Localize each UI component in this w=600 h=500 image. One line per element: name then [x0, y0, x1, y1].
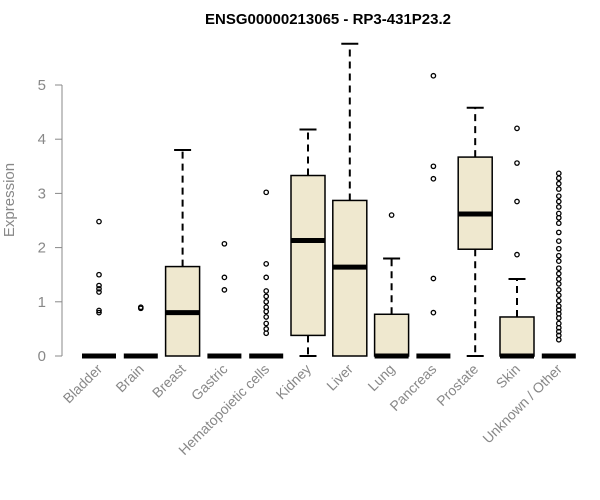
box-prostate: [457, 106, 493, 357]
outlier-point: [96, 285, 102, 292]
outlier-point: [555, 245, 562, 252]
y-axis-ticks: 0 1 2 3 4 5: [38, 77, 62, 365]
box-lung: [373, 212, 410, 359]
outlier-point: [263, 261, 270, 267]
outlier-point: [555, 276, 562, 282]
outlier-point: [555, 238, 562, 244]
outlier-point: [430, 163, 437, 170]
outlier-point: [430, 72, 437, 79]
x-tick-label: Unknown / Other: [479, 361, 565, 447]
outlier-point: [263, 308, 270, 315]
outlier-point: [221, 287, 228, 293]
x-tick-label: Lung: [364, 361, 397, 394]
outlier-point: [555, 315, 562, 321]
outlier-point: [555, 270, 562, 277]
outlier-point: [555, 265, 562, 272]
outlier-point: [555, 193, 562, 199]
outlier-point: [263, 189, 270, 196]
y-tick-label: 5: [38, 77, 46, 94]
outlier-point: [555, 258, 562, 264]
y-tick-label: 4: [38, 131, 46, 148]
box-iqr: [332, 199, 368, 357]
outlier-point: [555, 175, 562, 182]
outlier-point: [555, 220, 562, 227]
box-hematopoietic-cells: [249, 189, 284, 359]
outlier-point: [555, 292, 562, 299]
outlier-point: [555, 198, 562, 205]
x-tick-label: Prostate: [433, 361, 481, 409]
box-iqr: [290, 174, 326, 337]
outlier-point: [555, 297, 562, 304]
outlier-point: [430, 275, 437, 282]
box-pancreas: [416, 72, 451, 359]
x-tick-label: Bladder: [60, 361, 106, 407]
outlier-point: [263, 293, 270, 300]
outlier-point: [514, 125, 520, 132]
box-skin: [499, 125, 535, 359]
y-tick-label: 3: [38, 185, 46, 202]
box-iqr: [457, 156, 493, 250]
outlier-point: [263, 274, 270, 281]
y-tick-label: 0: [38, 348, 46, 365]
box-liver: [332, 42, 368, 357]
outlier-point: [555, 186, 562, 192]
box-kidney: [290, 128, 326, 357]
outlier-point: [388, 212, 395, 218]
outlier-point: [263, 288, 270, 294]
box-iqr: [499, 316, 535, 357]
outlier-point: [263, 298, 270, 305]
x-tick-label: Skin: [493, 361, 524, 392]
box-unknown-other: [541, 170, 576, 359]
x-tick-label: Kidney: [273, 361, 315, 403]
outlier-point: [96, 289, 102, 295]
outlier-point: [514, 160, 520, 166]
outlier-point: [96, 271, 102, 278]
outlier-point: [137, 305, 144, 312]
outlier-point: [555, 281, 562, 287]
box-breast: [164, 149, 201, 357]
box-iqr: [373, 313, 410, 357]
box-brain: [123, 304, 158, 359]
outlier-point: [555, 229, 562, 236]
outlier-point: [555, 204, 562, 210]
box-gastric: [207, 240, 242, 359]
outlier-point: [96, 282, 102, 289]
outlier-point: [96, 307, 102, 314]
outlier-point: [263, 330, 270, 337]
boxes-group: [82, 42, 576, 359]
outlier-point: [96, 218, 102, 225]
x-tick-label: Breast: [149, 361, 189, 401]
outlier-point: [263, 314, 270, 320]
outlier-point: [555, 180, 562, 187]
outlier-point: [555, 287, 562, 293]
x-tick-label: Brain: [112, 361, 146, 395]
box-bladder: [82, 218, 116, 359]
outlier-point: [221, 274, 228, 281]
outlier-point: [555, 252, 562, 259]
outlier-point: [430, 175, 437, 182]
outlier-point: [555, 170, 562, 177]
y-tick-label: 1: [38, 294, 46, 311]
outlier-point: [514, 198, 520, 205]
chart-title: ENSG00000213065 - RP3-431P23.2: [205, 11, 451, 28]
outlier-point: [430, 309, 437, 316]
y-axis-label: Expression: [1, 163, 18, 237]
outlier-point: [263, 320, 270, 327]
outlier-point: [555, 336, 562, 343]
y-tick-label: 2: [38, 240, 46, 257]
outlier-point: [96, 309, 102, 316]
outlier-point: [221, 240, 228, 247]
outlier-point: [514, 251, 520, 258]
x-tick-label: Liver: [323, 361, 356, 394]
outlier-point: [555, 214, 562, 221]
